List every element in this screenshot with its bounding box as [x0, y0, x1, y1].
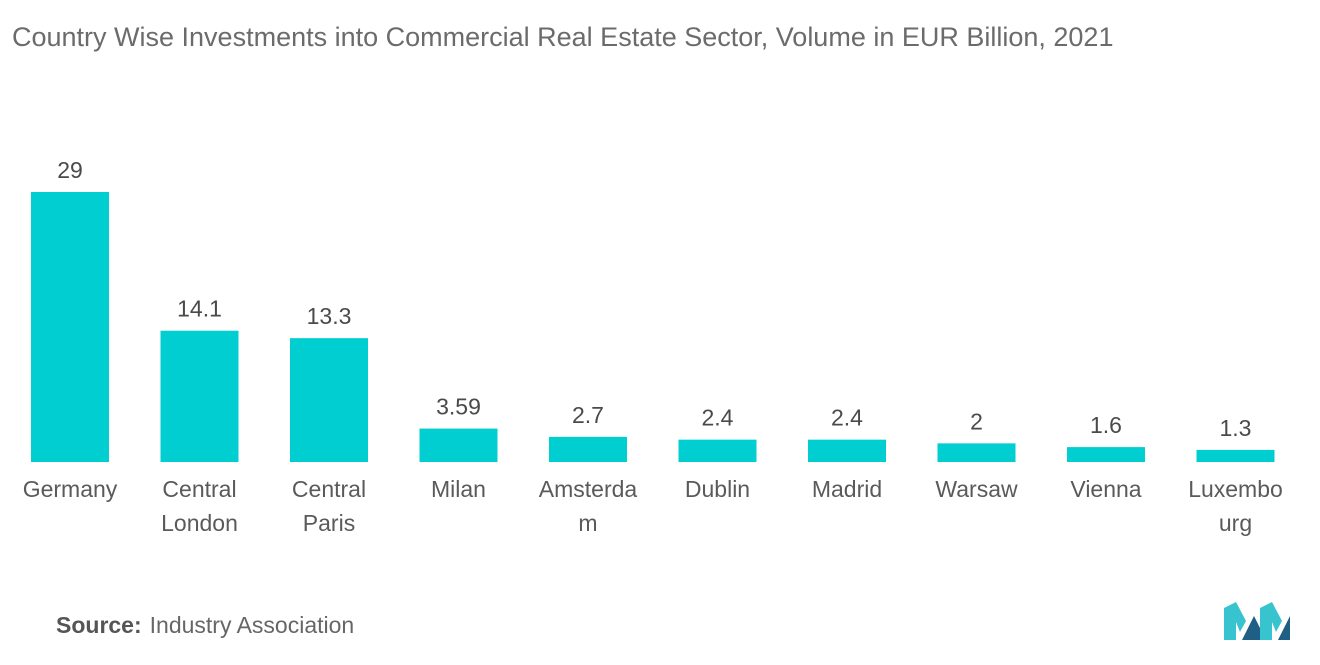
bar	[678, 439, 757, 462]
data-label: 3.59	[436, 394, 481, 420]
category-label: London	[161, 510, 238, 536]
data-label: 2.4	[831, 405, 863, 431]
category-label: Luxembo	[1188, 476, 1283, 502]
category-label: Central	[162, 476, 236, 502]
data-label: 2	[970, 408, 983, 434]
data-label: 1.3	[1220, 415, 1252, 441]
bar	[549, 436, 627, 462]
category-label: Warsaw	[935, 476, 1018, 502]
source-label: Source:	[56, 612, 142, 638]
chart-title: Country Wise Investments into Commercial…	[12, 22, 1114, 52]
category-label: Milan	[431, 476, 486, 502]
bar-chart: 29 Germany 14.1 Central London 13.3 Central Par…	[23, 157, 1283, 536]
bar	[290, 338, 368, 462]
category-label: Madrid	[812, 476, 882, 502]
data-label: 2.7	[572, 402, 604, 428]
bar	[419, 428, 498, 462]
bar	[937, 443, 1016, 462]
category-label: Central	[292, 476, 366, 502]
category-label: Vienna	[1070, 476, 1141, 502]
bar	[160, 330, 239, 462]
data-label: 2.4	[702, 405, 734, 431]
category-label: Germany	[23, 476, 118, 502]
category-label: urg	[1219, 510, 1252, 536]
category-label: Dublin	[685, 476, 750, 502]
data-label: 14.1	[177, 296, 222, 322]
source-note: Source: Industry Association	[56, 612, 354, 639]
source-text: Industry Association	[149, 612, 355, 638]
data-label: 1.6	[1090, 412, 1122, 438]
data-label: 13.3	[307, 303, 352, 329]
bar	[1196, 449, 1275, 462]
bar	[808, 439, 886, 462]
category-label: Paris	[303, 510, 355, 536]
bar	[1067, 447, 1145, 462]
category-label: m	[578, 510, 597, 536]
data-label: 29	[57, 157, 83, 183]
bar	[31, 192, 109, 462]
category-label: Amsterda	[539, 476, 638, 502]
mordor-intelligence-logo-icon	[1224, 602, 1290, 640]
